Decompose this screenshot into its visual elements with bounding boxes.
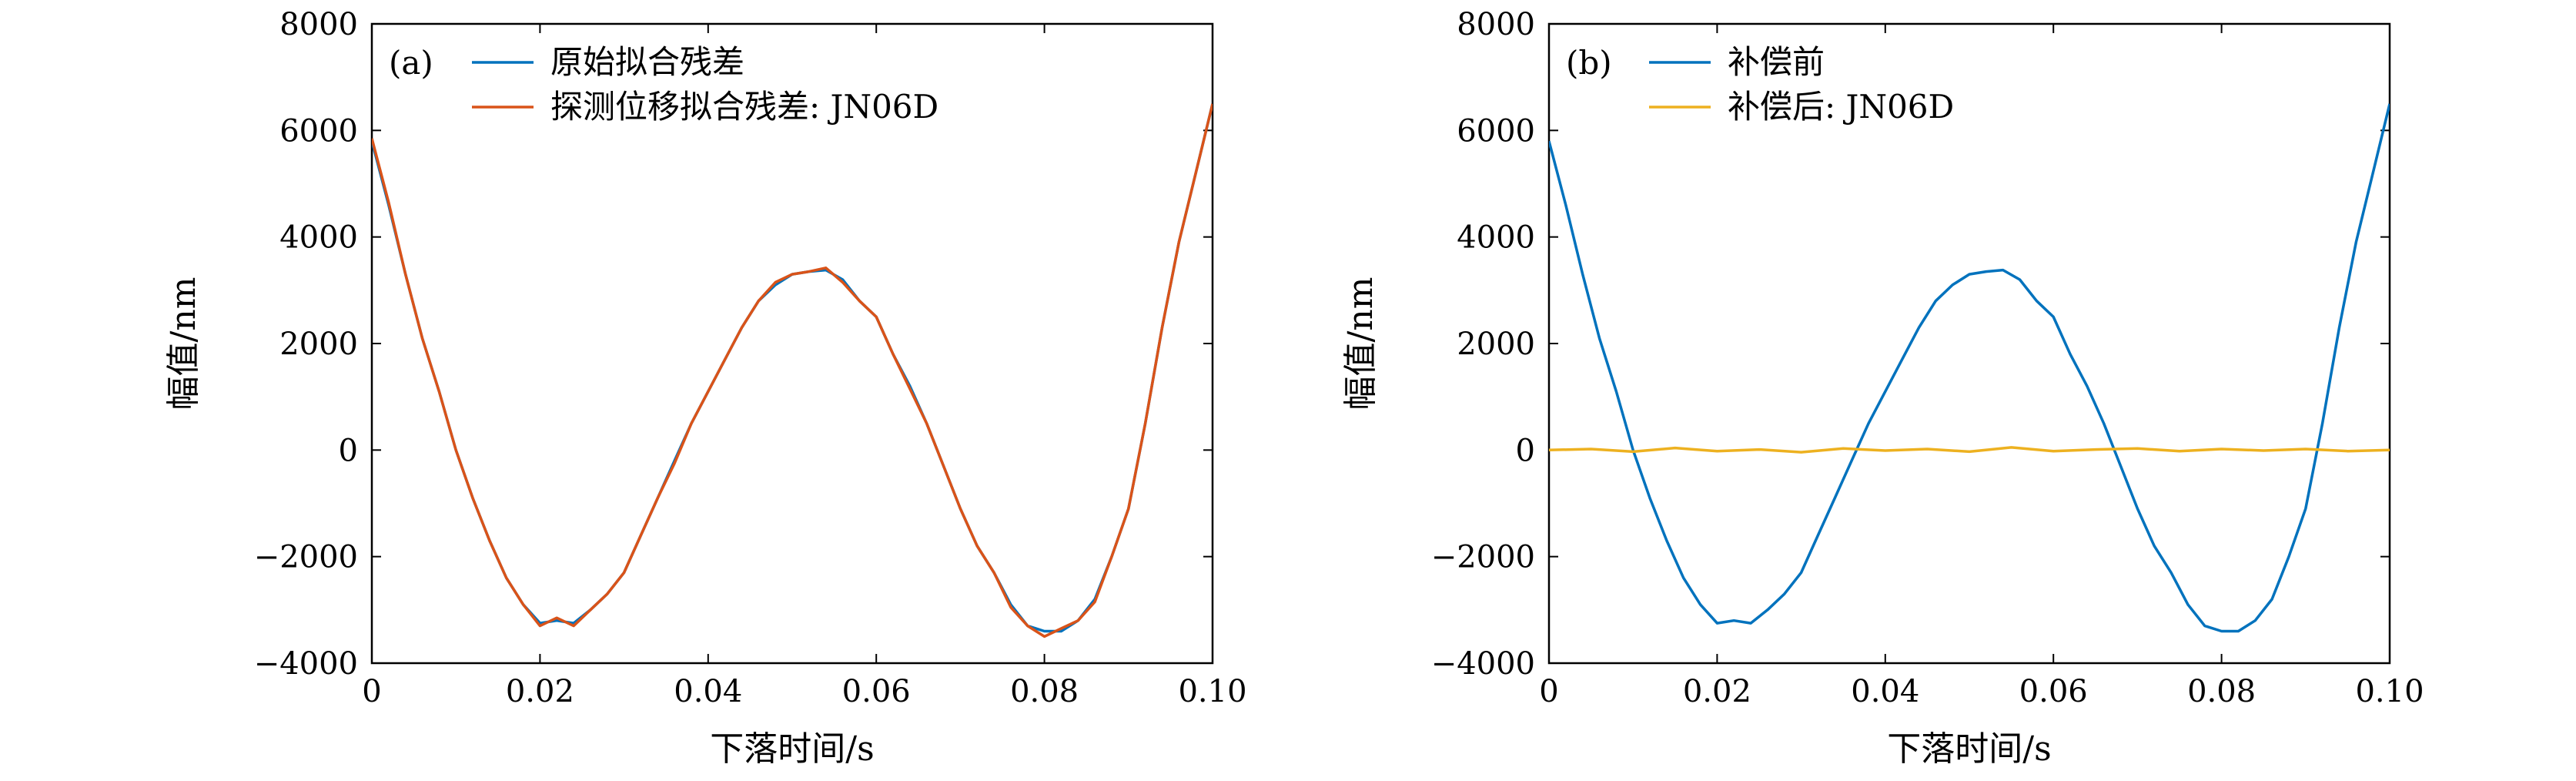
y-tick-label: 2000 <box>279 327 358 362</box>
y-tick-label: 0 <box>1516 433 1535 468</box>
x-axis-label: 下落时间/s <box>710 729 874 769</box>
chart-panel-a: 0 0.02 0.04 0.06 0.08 0.10 −4000 −2000 0 2000 4000… <box>164 7 1247 769</box>
y-tick-label: 8000 <box>279 7 358 42</box>
y-tick-label: 8000 <box>1457 7 1535 42</box>
x-tick-label: 0.02 <box>1683 674 1751 709</box>
x-tick-label: 0.08 <box>2187 674 2256 709</box>
x-tick-label: 0.04 <box>1851 674 1919 709</box>
y-tick-label: 6000 <box>279 113 358 149</box>
y-tick-label: 4000 <box>279 220 358 256</box>
y-tick-label: 6000 <box>1457 113 1535 149</box>
x-tick-label: 0 <box>1539 674 1558 709</box>
x-tick-label: 0.02 <box>506 674 574 709</box>
series-line-1 <box>372 103 1213 633</box>
y-tick-label: 0 <box>339 433 358 468</box>
y-axis-label: 幅值/nm <box>1341 277 1380 411</box>
series-line-2 <box>1549 446 2390 454</box>
y-tick-label: 4000 <box>1457 220 1535 256</box>
x-tick-label: 0.06 <box>842 674 911 709</box>
x-tick-label: 0.08 <box>1010 674 1079 709</box>
series-line-1 <box>1549 103 2390 633</box>
legend-label: 补偿前 <box>1728 43 1825 81</box>
x-tick-label: 0.10 <box>2355 674 2424 709</box>
legend-label: 探测位移拟合残差: JN06D <box>550 88 938 126</box>
y-tick-label: 2000 <box>1457 327 1535 362</box>
x-tick-label: 0.10 <box>1178 674 1246 709</box>
y-tick-label: −2000 <box>254 540 358 575</box>
plot-frame <box>1547 22 2391 665</box>
legend-label: 原始拟合残差 <box>550 43 744 81</box>
y-tick-label: −4000 <box>1431 646 1535 682</box>
y-tick-label: −4000 <box>254 646 358 682</box>
panel-tag: (b) <box>1566 44 1612 82</box>
x-tick-label: 0.06 <box>2019 674 2088 709</box>
x-tick-label: 0 <box>362 674 381 709</box>
legend-label: 补偿后: JN06D <box>1728 88 1954 126</box>
y-tick-label: −2000 <box>1431 540 1535 575</box>
x-tick-label: 0.04 <box>674 674 742 709</box>
chart-panel-b: 0 0.02 0.04 0.06 0.08 0.10 −4000 −2000 0 2000 4000… <box>1341 7 2424 769</box>
y-axis-label: 幅值/nm <box>164 277 203 411</box>
series-line-2 <box>372 103 1213 639</box>
x-axis-label: 下落时间/s <box>1887 729 2051 769</box>
panel-tag: (a) <box>389 44 433 82</box>
